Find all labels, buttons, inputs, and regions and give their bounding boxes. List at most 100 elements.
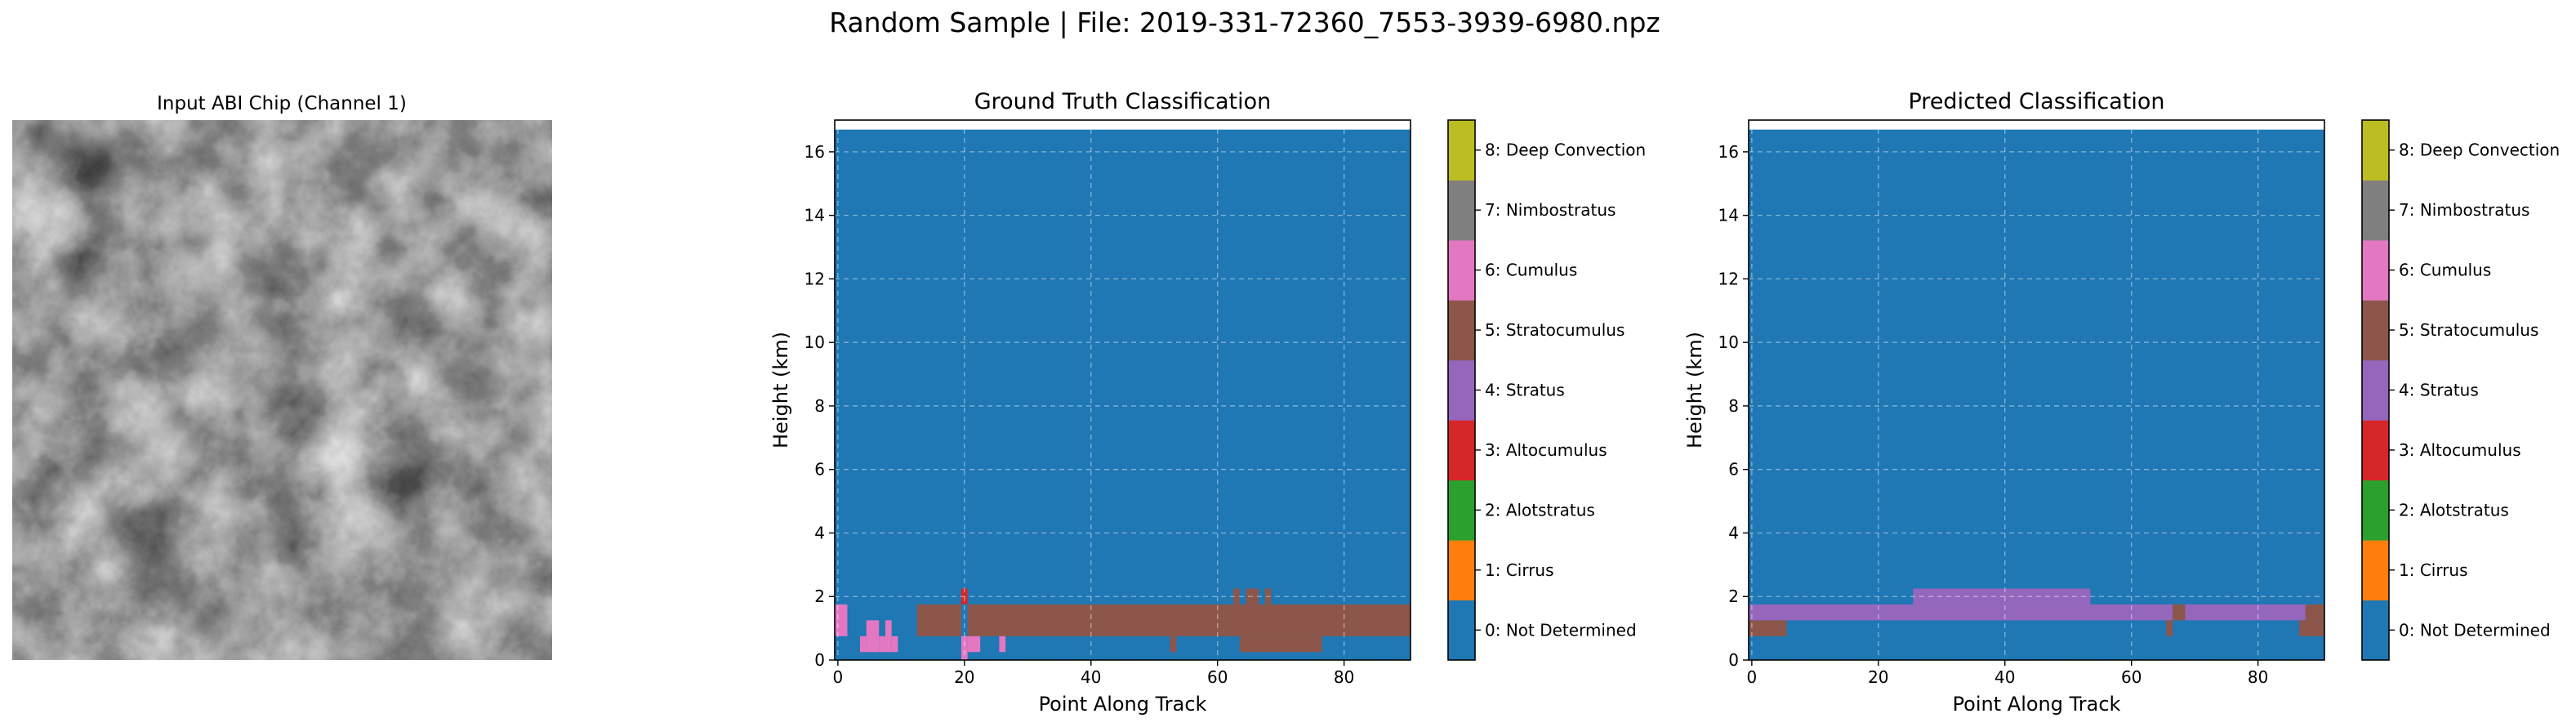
colorbar-segment xyxy=(1448,359,1475,421)
colorbar-segment xyxy=(2362,540,2389,601)
colorbar-segment xyxy=(1448,180,1475,241)
predicted-colorbar: 0: Not Determined 1: Cirrus 2: Alotstratus… xyxy=(2361,119,2560,661)
heatmap-cell xyxy=(2173,604,2186,621)
colorbar-label: 1: Cirrus xyxy=(2399,560,2468,580)
y-tick-label: 2 xyxy=(814,587,825,606)
y-tick-label: 4 xyxy=(814,523,825,542)
x-axis-label: Point Along Track xyxy=(1039,693,1207,716)
y-tick-label: 16 xyxy=(1718,142,1739,162)
heatmap-cell xyxy=(2305,604,2324,621)
heatmap-cell xyxy=(960,604,968,636)
colorbar-segment xyxy=(2362,600,2389,661)
y-axis-label: Height (km) xyxy=(1683,332,1706,448)
x-tick-label: 60 xyxy=(1207,667,1228,687)
y-tick-label: 2 xyxy=(1728,587,1739,606)
colorbar-label: 8: Deep Convection xyxy=(1485,140,1646,160)
colorbar-segment xyxy=(2362,180,2389,241)
x-tick-label: 20 xyxy=(1868,667,1888,687)
y-tick-label: 10 xyxy=(1718,332,1739,352)
heatmap-cell xyxy=(891,636,898,653)
colorbar-segment xyxy=(1448,540,1475,601)
colorbar-segment xyxy=(1448,239,1475,301)
heatmap-cell xyxy=(967,636,981,653)
chart-title: Predicted Classification xyxy=(1909,89,2165,114)
colorbar-label: 0: Not Determined xyxy=(2399,620,2551,640)
y-tick-label: 4 xyxy=(1728,523,1739,542)
colorbar-label: 4: Stratus xyxy=(1485,381,1565,400)
figure-suptitle: Random Sample | File: 2019-331-72360_755… xyxy=(829,7,1660,38)
colorbar-label: 8: Deep Convection xyxy=(2399,140,2560,160)
colorbar-label: 2: Alotstratus xyxy=(1485,500,1595,520)
colorbar-label: 5: Stratocumulus xyxy=(2399,320,2538,340)
heatmap-background xyxy=(835,129,1411,661)
abi-chip-panel: Input ABI Chip (Channel 1) xyxy=(12,93,552,660)
y-tick-label: 0 xyxy=(1728,650,1739,670)
heatmap-cell xyxy=(859,636,867,653)
y-tick-label: 14 xyxy=(804,206,825,225)
y-tick-label: 6 xyxy=(814,460,825,479)
y-axis-label: Height (km) xyxy=(769,332,792,448)
colorbar-segment xyxy=(2362,359,2389,421)
axes-frame xyxy=(1748,119,2325,661)
x-tick-label: 0 xyxy=(833,667,844,687)
heatmap-cell xyxy=(879,636,885,653)
colorbar-segment xyxy=(1448,120,1475,181)
colorbar-segment xyxy=(2362,239,2389,301)
heatmap-cell xyxy=(1264,588,1272,604)
heatmap-cell xyxy=(2166,620,2173,636)
colorbar-segment xyxy=(2362,120,2389,181)
abi-chip-image xyxy=(12,120,552,660)
predicted-panel: 0 20 40 60 80 0 2 4 6 8 10 12 14 16 Predicted Classifi… xyxy=(1683,89,2325,716)
x-tick-label: 20 xyxy=(954,667,974,687)
y-tick-label: 8 xyxy=(1728,396,1739,416)
colorbar-frame xyxy=(2361,119,2390,661)
chart-title: Ground Truth Classification xyxy=(974,89,1272,114)
heatmap-cell xyxy=(866,620,880,653)
colorbar-label: 2: Alotstratus xyxy=(2399,500,2509,520)
heatmap-cell xyxy=(999,636,1006,653)
heatmap-cell xyxy=(1239,636,1322,653)
colorbar-segment xyxy=(2362,479,2389,541)
colorbar-segment xyxy=(2362,300,2389,361)
colorbar-label: 3: Altocumulus xyxy=(1485,440,1607,460)
heatmap-cell xyxy=(835,604,848,636)
x-tick-label: 40 xyxy=(1081,667,1101,687)
heatmap-cell xyxy=(1749,620,1787,636)
heatmap-cell xyxy=(1913,588,2091,604)
x-tick-label: 0 xyxy=(1747,667,1758,687)
heatmap-cell xyxy=(960,636,968,660)
heatmap-cell xyxy=(1749,604,2306,621)
heatmap-cell xyxy=(916,604,1411,636)
y-tick-label: 6 xyxy=(1728,460,1739,479)
colorbar-label: 7: Nimbostratus xyxy=(2399,200,2529,220)
colorbar-segment xyxy=(1448,420,1475,481)
colorbar-label: 7: Nimbostratus xyxy=(1485,200,1616,220)
colorbar-frame xyxy=(1447,119,1476,661)
heatmap-cell xyxy=(2299,620,2324,636)
x-tick-label: 60 xyxy=(2121,667,2141,687)
y-tick-label: 12 xyxy=(804,269,825,288)
colorbar-segment xyxy=(2362,420,2389,481)
y-tick-label: 10 xyxy=(804,332,825,352)
heatmap-cell xyxy=(885,620,892,653)
colorbar-label: 3: Altocumulus xyxy=(2399,440,2521,460)
colorbar-segment xyxy=(1448,300,1475,361)
x-axis-label: Point Along Track xyxy=(1953,693,2121,716)
chip-title: Input ABI Chip (Channel 1) xyxy=(157,93,407,114)
x-tick-label: 80 xyxy=(1334,667,1354,687)
y-tick-label: 16 xyxy=(804,142,825,162)
heatmap-cell xyxy=(960,588,968,604)
colorbar-segment xyxy=(1448,479,1475,541)
y-tick-label: 12 xyxy=(1718,269,1739,288)
ground-truth-colorbar: 0: Not Determined 1: Cirrus 2: Alotstratus… xyxy=(1447,119,1646,661)
heatmap-background xyxy=(1749,129,2324,661)
y-tick-label: 14 xyxy=(1718,206,1739,225)
x-tick-label: 40 xyxy=(1994,667,2015,687)
heatmap-cell xyxy=(1170,636,1177,653)
y-tick-label: 0 xyxy=(814,650,825,670)
heatmap-cell xyxy=(1246,588,1259,604)
x-tick-label: 80 xyxy=(2248,667,2268,687)
colorbar-label: 4: Stratus xyxy=(2399,381,2479,400)
axes-frame xyxy=(834,119,1411,661)
